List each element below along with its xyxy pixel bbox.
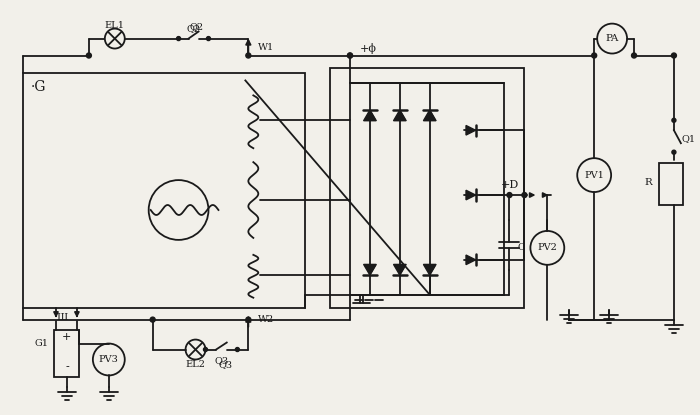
Text: PV1: PV1 — [584, 171, 604, 180]
Polygon shape — [466, 190, 475, 200]
Bar — [330, 68, 524, 308]
Text: ·G: ·G — [31, 81, 47, 94]
Circle shape — [672, 118, 676, 122]
Circle shape — [672, 150, 676, 154]
Text: W2: W2 — [258, 315, 274, 324]
Circle shape — [507, 193, 512, 198]
Text: +D: +D — [501, 180, 519, 190]
Polygon shape — [364, 264, 376, 275]
Text: Ш: Ш — [56, 313, 67, 322]
Circle shape — [86, 53, 92, 58]
Text: +ϕ: +ϕ — [360, 43, 377, 54]
Circle shape — [235, 347, 239, 352]
Text: Q2: Q2 — [190, 22, 204, 31]
Circle shape — [176, 37, 181, 41]
Text: C: C — [517, 243, 525, 252]
Text: EL1: EL1 — [105, 21, 125, 30]
Circle shape — [347, 53, 353, 58]
Text: Q1: Q1 — [682, 134, 696, 143]
Bar — [23, 73, 305, 308]
Bar — [54, 330, 79, 377]
Bar — [350, 83, 505, 295]
Polygon shape — [424, 264, 436, 275]
Text: +: + — [62, 332, 71, 342]
Circle shape — [246, 317, 251, 322]
Text: EL2: EL2 — [186, 360, 206, 369]
Text: PV3: PV3 — [99, 355, 119, 364]
Circle shape — [347, 53, 353, 58]
Circle shape — [206, 37, 211, 41]
Text: PA: PA — [606, 34, 619, 43]
Circle shape — [204, 347, 207, 352]
Polygon shape — [393, 264, 406, 275]
Text: Q3: Q3 — [214, 356, 228, 365]
Polygon shape — [393, 110, 406, 121]
Polygon shape — [364, 110, 376, 121]
Text: G1: G1 — [34, 339, 48, 348]
Text: R: R — [644, 178, 652, 187]
Polygon shape — [424, 110, 436, 121]
Circle shape — [671, 53, 676, 58]
Circle shape — [246, 53, 251, 58]
Text: W1: W1 — [258, 43, 274, 52]
Circle shape — [522, 193, 527, 198]
Circle shape — [592, 53, 596, 58]
Text: -: - — [65, 362, 69, 373]
Polygon shape — [466, 255, 475, 265]
Text: Q3: Q3 — [218, 360, 232, 369]
Text: Q2: Q2 — [186, 24, 201, 33]
Circle shape — [150, 317, 155, 322]
Bar — [659, 163, 683, 205]
Text: PV2: PV2 — [538, 243, 557, 252]
Circle shape — [631, 53, 636, 58]
Polygon shape — [466, 125, 475, 135]
